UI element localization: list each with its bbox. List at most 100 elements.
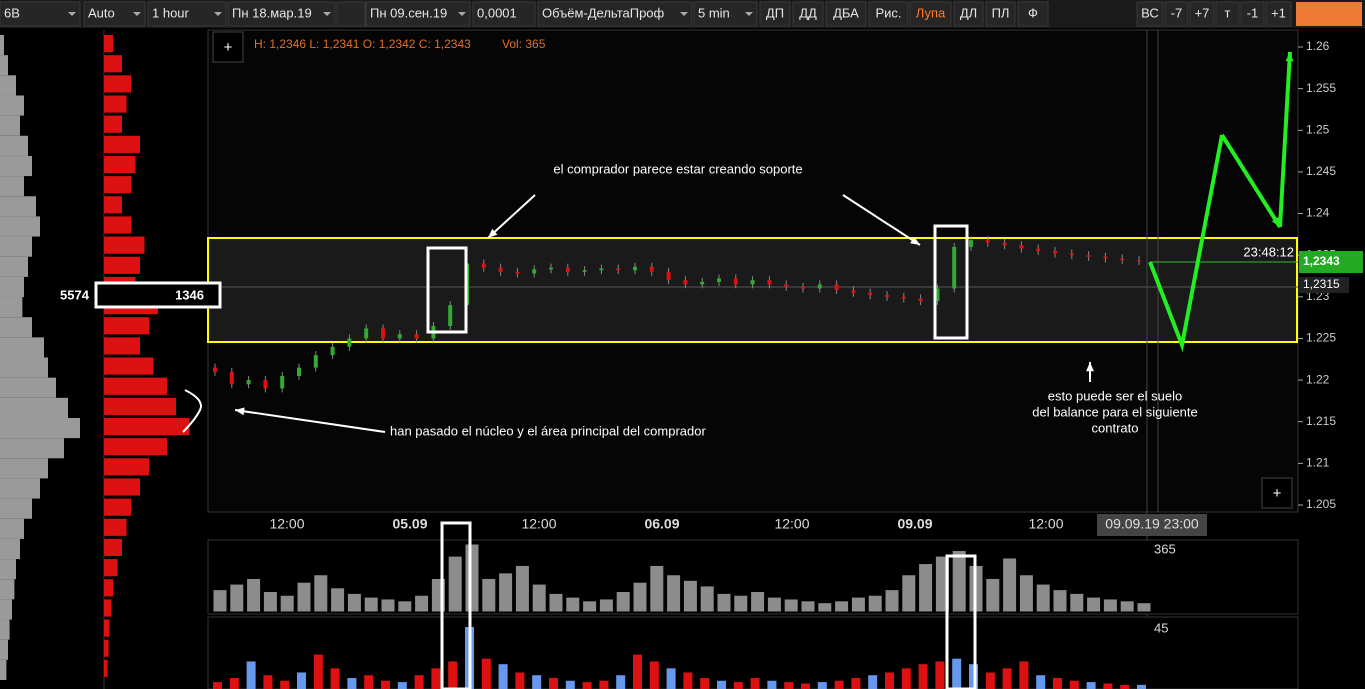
x-tick-label: 09.09.19 23:00: [1105, 516, 1199, 532]
yellow-range: [207, 237, 1298, 343]
candle: [868, 292, 873, 296]
delta-bar: [246, 661, 256, 689]
volume-bar: [447, 555, 463, 613]
delta-bar: [229, 677, 239, 689]
dropdown-arrow: [745, 12, 753, 16]
x-tick-label: 06.09: [644, 516, 679, 532]
toolbar-button[interactable]: [147, 1, 227, 27]
candle: [1120, 258, 1125, 261]
delta-bar: [733, 682, 743, 689]
toolbar-button[interactable]: [953, 1, 984, 27]
profile2-bar: [104, 538, 122, 557]
toolbar-button[interactable]: [1189, 1, 1215, 27]
volume-bar: [246, 577, 262, 613]
candle: [1053, 251, 1057, 254]
toolbar-button[interactable]: [1240, 1, 1265, 27]
toolbar-button[interactable]: [985, 1, 1016, 27]
profile2-bar: [104, 317, 149, 335]
toolbar-button[interactable]: [472, 1, 536, 27]
vol-info: Vol: 365: [502, 37, 546, 51]
profile-right: 1346: [175, 287, 204, 302]
volume-bar: [1018, 574, 1034, 613]
x-tick-label: 12:00: [269, 516, 304, 532]
candle: [801, 286, 805, 289]
candle: [700, 281, 705, 285]
profile-bar: [0, 176, 24, 197]
last-price-bg: [1299, 251, 1363, 273]
profile-bar: [0, 95, 24, 116]
profile2-bar: [104, 417, 190, 436]
toolbar-button[interactable]: [1265, 1, 1292, 27]
delta-bar: [633, 654, 642, 689]
toolbar-label: Пн 18.мар.19: [232, 5, 312, 20]
profile2-bar: [104, 458, 149, 476]
candle: [532, 269, 537, 274]
candle: [565, 267, 570, 272]
profile-bar: [0, 357, 48, 378]
toolbar-button[interactable]: [1164, 1, 1189, 27]
last-price: 1,2343: [1303, 254, 1340, 268]
toolbar-label: +1: [1271, 5, 1286, 20]
delta-bar: [616, 675, 626, 689]
toolbar-button[interactable]: [693, 1, 758, 27]
toolbar-button[interactable]: [365, 1, 471, 27]
toolbar-button[interactable]: [1136, 1, 1164, 27]
time-highlight: [1097, 514, 1207, 536]
toolbar-button[interactable]: [759, 1, 791, 27]
plus-button[interactable]: [1261, 477, 1293, 509]
annotation: el comprador parece estar creando soport…: [553, 161, 802, 176]
plus-button[interactable]: [212, 31, 244, 63]
toolbar-button[interactable]: [868, 1, 909, 27]
toolbar-button[interactable]: [227, 1, 336, 27]
arrow-line: [487, 194, 536, 239]
candle: [213, 367, 217, 372]
profile2-bar: [104, 639, 109, 657]
toolbar-button[interactable]: [825, 1, 867, 27]
delta-bar: [901, 668, 911, 689]
candle: [1069, 253, 1074, 256]
volume-bar: [262, 591, 278, 613]
nav-button[interactable]: [336, 1, 366, 27]
toolbar-button[interactable]: [83, 1, 146, 27]
volume-bar: [918, 563, 934, 613]
toolbar-button[interactable]: [1215, 1, 1240, 27]
toolbar-button[interactable]: [1017, 1, 1049, 27]
candle: [263, 380, 268, 389]
delta-bar: [549, 677, 558, 689]
candle: [969, 240, 973, 247]
profile2-bar: [104, 498, 131, 516]
delta-bar: [885, 672, 894, 689]
delta-bar: [935, 661, 945, 689]
profile-bar: [0, 619, 10, 640]
toolbar-label: ПЛ: [992, 5, 1010, 20]
candle: [851, 290, 856, 293]
y-tick-label: 1.21: [1306, 456, 1330, 470]
toolbar-button[interactable]: [909, 1, 952, 27]
volume-bar: [632, 581, 648, 613]
delta-bar: [532, 675, 542, 689]
y-tick-label: 1.24: [1306, 206, 1330, 220]
volume-bar: [682, 579, 698, 613]
delta-bar: [448, 661, 458, 689]
volume-bar: [363, 596, 379, 613]
delta-bar: [515, 672, 525, 689]
delta-bar: [213, 682, 222, 689]
plus-label: +: [1273, 485, 1282, 502]
volume-bar: [1002, 557, 1018, 613]
volume-bar: [598, 598, 614, 613]
candle: [1103, 256, 1108, 259]
toolbar-button[interactable]: [0, 1, 81, 27]
y-tick-label: 1.26: [1306, 39, 1330, 53]
volume-bar: [531, 583, 547, 613]
profile-bar: [0, 538, 20, 560]
highlight-box: [933, 224, 969, 340]
toolbar-button[interactable]: [537, 1, 693, 27]
volume-bar: [498, 572, 514, 613]
toolbar-button[interactable]: [792, 1, 824, 27]
profile-bar: [0, 639, 8, 660]
toolbar-label: 5 min: [698, 5, 730, 20]
delta-bar: [1019, 661, 1029, 689]
delta-bar: [414, 675, 424, 689]
delta-bar: [397, 682, 407, 689]
candle: [666, 271, 671, 281]
